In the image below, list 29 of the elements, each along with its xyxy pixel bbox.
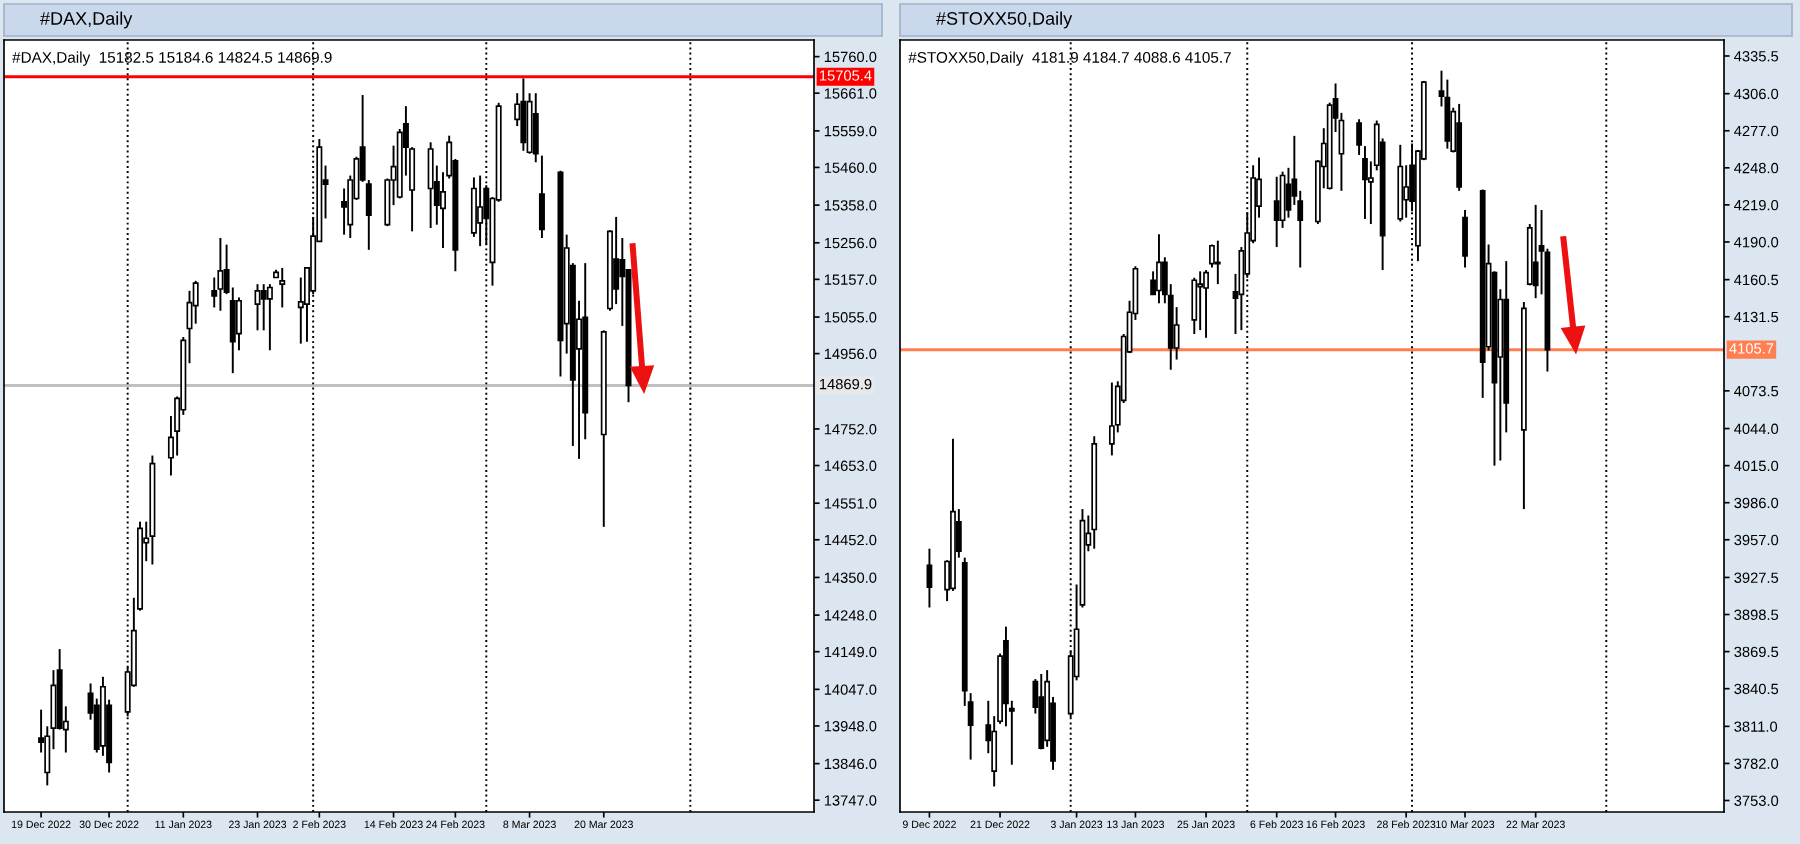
candlestick — [1403, 164, 1410, 219]
candlestick — [1362, 145, 1368, 220]
candlestick — [260, 283, 267, 332]
candlestick — [520, 77, 527, 152]
candlestick — [1273, 175, 1280, 249]
candlestick — [1108, 381, 1115, 457]
candlestick — [1532, 203, 1539, 300]
candlestick — [1356, 118, 1362, 156]
candlestick — [266, 283, 273, 352]
candlestick — [477, 174, 484, 248]
candlestick — [1203, 269, 1209, 339]
candlestick — [470, 176, 477, 238]
chart-title: #STOXX50,Daily — [936, 11, 1073, 29]
candlestick — [427, 141, 434, 229]
candlestick — [1156, 233, 1162, 305]
candlestick — [926, 547, 933, 609]
candlestick — [1214, 239, 1221, 286]
candlestick — [1197, 270, 1204, 332]
chart-title: #DAX,Daily — [40, 11, 133, 29]
candlestick — [532, 92, 539, 164]
candlestick — [235, 296, 242, 352]
candlestick — [254, 283, 261, 332]
candlestick — [1191, 276, 1198, 335]
candlestick — [538, 154, 545, 239]
candlestick — [279, 266, 286, 309]
candlestick — [1462, 209, 1468, 269]
candlestick — [341, 187, 348, 236]
candlestick — [1444, 78, 1451, 150]
candlestick — [217, 237, 224, 312]
